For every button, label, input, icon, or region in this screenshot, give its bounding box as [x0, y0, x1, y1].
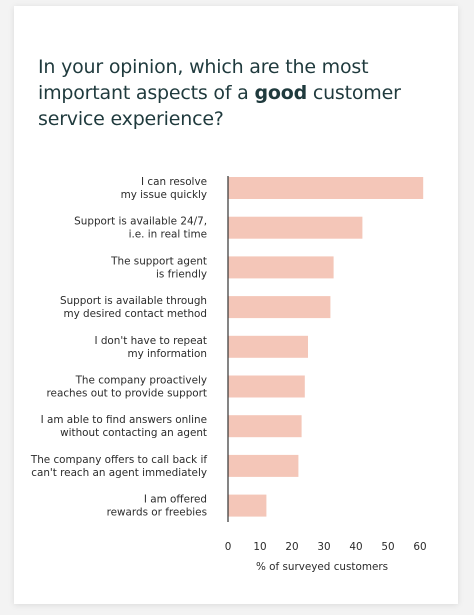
bar-1 — [228, 177, 424, 199]
x-axis-title: % of surveyed customers — [256, 561, 388, 573]
category-label-1: I can resolve my issue quickly — [121, 176, 207, 201]
category-label-line: my issue quickly — [121, 189, 207, 201]
category-label-line: my desired contact method — [63, 308, 207, 320]
category-label-line: The support agent — [110, 255, 207, 267]
category-label-line: I am offered — [144, 494, 207, 506]
category-label-line: my information — [127, 348, 207, 360]
category-label-line: The company proactively — [75, 375, 207, 387]
category-label-9: I am offered rewards or freebies — [107, 494, 207, 519]
bar-6 — [228, 375, 305, 398]
category-label-line: Support is available 24/7, — [74, 216, 207, 228]
category-label-line: I don't have to repeat — [94, 335, 207, 347]
bar-5 — [228, 335, 308, 358]
category-label-line: i.e. in real time — [129, 229, 207, 241]
bar-7 — [228, 415, 302, 438]
x-tick-label-50: 50 — [381, 541, 394, 553]
bar-9 — [228, 494, 267, 517]
category-label-4: Support is available through my desired c… — [60, 295, 207, 320]
category-label-3: The support agent is friendly — [110, 255, 207, 280]
chart-title: In your opinion, which are the most impo… — [38, 54, 418, 132]
category-label-line: is friendly — [156, 268, 207, 280]
category-label-6: The company proactively reaches out to pr… — [47, 375, 207, 400]
title-part-2: customer service experience? — [38, 82, 401, 130]
x-tick-label-40: 40 — [349, 541, 362, 553]
category-label-line: The company offers to call back if — [30, 454, 207, 466]
category-label-line: Support is available through — [60, 295, 207, 307]
category-label-8: The company offers to call back if can't … — [30, 454, 207, 479]
bar-8 — [228, 454, 299, 477]
bar-4 — [228, 296, 331, 319]
title-part-emphasis: good — [254, 82, 307, 104]
x-tick-label-60: 60 — [413, 541, 426, 553]
category-label-line: without contacting an agent — [60, 427, 207, 439]
bar-2 — [228, 216, 363, 239]
x-tick-label-0: 0 — [225, 541, 232, 553]
category-label-7: I am able to find answers online without … — [41, 414, 207, 439]
x-tick-label-10: 10 — [253, 541, 266, 553]
category-label-line: reaches out to provide support — [47, 388, 207, 400]
category-label-5: I don't have to repeat my information — [94, 335, 207, 360]
category-label-line: I can resolve — [141, 176, 207, 188]
category-label-line: rewards or freebies — [107, 507, 207, 519]
category-label-line: can't reach an agent immediately — [31, 467, 207, 479]
x-tick-label-20: 20 — [285, 541, 298, 553]
x-tick-label-30: 30 — [317, 541, 330, 553]
category-label-2: Support is available 24/7, i.e. in real t… — [74, 216, 207, 241]
category-label-line: I am able to find answers online — [41, 414, 207, 426]
title-part-1: In your opinion, which are the most impo… — [38, 56, 369, 104]
bar-3 — [228, 256, 334, 279]
